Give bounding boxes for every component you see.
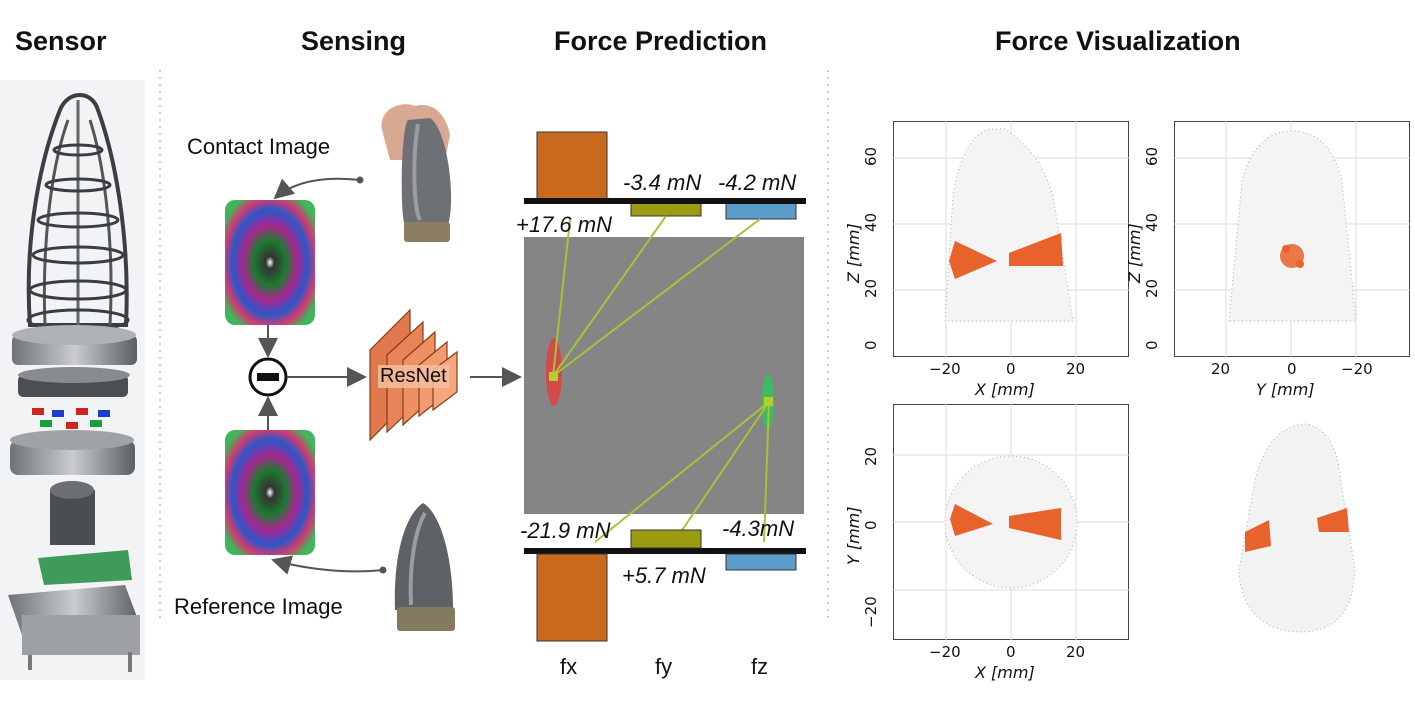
bar-fy-contact: [630, 202, 702, 217]
plot-xz: [893, 121, 1129, 357]
reference-tactile-image: [225, 430, 315, 555]
plot-yz-xtick-2: −20: [1341, 360, 1373, 378]
plot-yz-xtick-1: 0: [1287, 360, 1297, 378]
plot-xy-ytick-2: 20: [862, 446, 880, 466]
reference-image-label: Reference Image: [174, 594, 343, 619]
plot-xy-ytick-0: −20: [862, 596, 880, 628]
plot-xz-ytick-3: 60: [862, 146, 880, 166]
sensor-3d-view: [1238, 423, 1356, 633]
plot-xy: [893, 404, 1129, 640]
label-fx: fx: [560, 654, 578, 679]
plot-yz-ytick-0: 0: [1143, 340, 1161, 350]
plot-yz-xtick-0: 20: [1211, 360, 1231, 378]
subtract-icon: [248, 357, 288, 397]
contact-image-label: Contact Image: [187, 134, 331, 159]
value-fy-contact: -3.4 mN: [623, 170, 702, 195]
value-fz-contact: -4.2 mN: [718, 170, 797, 195]
plot-xy-xlabel: X [mm]: [975, 663, 1035, 682]
value-fz-reference: -4.3mN: [722, 516, 795, 541]
contact-marker-red: [549, 372, 558, 381]
resnet-label: ResNet: [378, 365, 449, 388]
plot-xz-xtick-1: 0: [1006, 360, 1016, 378]
value-fx-contact: +17.6 mN: [516, 212, 612, 237]
plot-xy-xtick-1: 0: [1006, 643, 1016, 661]
header-sensing: Sensing: [301, 26, 407, 56]
plot-xz-xtick-2: 20: [1066, 360, 1086, 378]
plot-yz-ytick-3: 60: [1143, 146, 1161, 166]
contact-photo: [370, 100, 470, 250]
axis-line-contact: [524, 198, 806, 204]
plot-xz-ytick-1: 20: [862, 278, 880, 298]
plot-xy-xtick-2: 20: [1066, 643, 1086, 661]
plot-yz-ytick-1: 20: [1143, 278, 1161, 298]
label-fz: fz: [751, 654, 769, 679]
bar-fz-reference: [725, 553, 797, 571]
force-prediction-chart: [524, 131, 806, 642]
bar-fy-reference: [630, 529, 702, 549]
plot-yz-ylabel: Z [mm]: [1125, 223, 1144, 283]
difference-image: [524, 237, 804, 514]
bar-fz-contact: [725, 202, 797, 220]
plot-yz-ytick-2: 40: [1143, 212, 1161, 232]
plot-xy-ylabel: Y [mm]: [844, 506, 863, 565]
prediction-connectors: [552, 215, 770, 549]
plot-xz-xlabel: X [mm]: [975, 380, 1035, 399]
plot-xz-ytick-0: 0: [862, 340, 880, 350]
contact-tactile-image: [225, 200, 315, 325]
reference-photo: [394, 503, 455, 631]
axis-line-reference: [524, 548, 806, 554]
header-force-visualization: Force Visualization: [995, 26, 1241, 56]
value-fy-reference: +5.7 mN: [622, 563, 706, 588]
bar-fx-reference: [536, 553, 608, 642]
sensor-exploded-illustration: [0, 80, 145, 680]
header-force-prediction: Force Prediction: [554, 26, 768, 56]
plot-yz-xlabel: Y [mm]: [1256, 380, 1315, 399]
plot-xz-xtick-0: −20: [929, 360, 961, 378]
label-fy: fy: [655, 654, 673, 679]
value-fx-reference: -21.9 mN: [520, 518, 611, 543]
bar-fx-contact: [536, 131, 608, 200]
sensing-flow: [225, 176, 522, 575]
plot-xz-ytick-2: 40: [862, 212, 880, 232]
plot-yz: [1174, 121, 1410, 357]
plot-xy-xtick-0: −20: [929, 643, 961, 661]
contact-marker-green: [764, 397, 773, 406]
header-sensor: Sensor: [15, 26, 107, 56]
plot-xz-ylabel: Z [mm]: [844, 223, 863, 283]
plot-xy-ytick-1: 0: [862, 520, 880, 530]
